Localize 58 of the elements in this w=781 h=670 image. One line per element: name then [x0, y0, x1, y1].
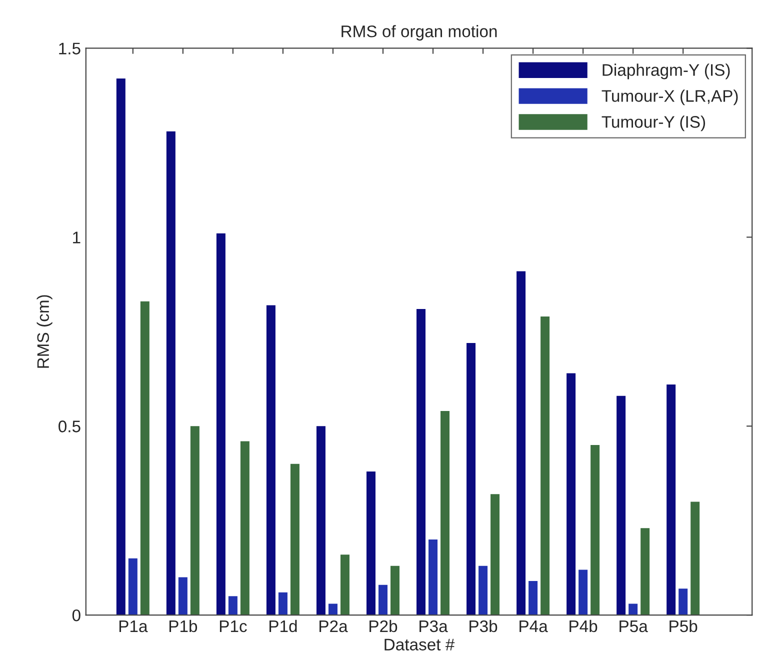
bar: [316, 426, 326, 616]
x-tick-label: P3a: [420, 620, 448, 632]
bar: [140, 301, 150, 616]
x-tick-label: P4b: [570, 620, 598, 632]
x-tick-label: P1a: [119, 620, 148, 632]
x-tick-label: P4a: [520, 620, 548, 632]
bar: [128, 558, 138, 616]
bar: [516, 271, 526, 616]
bar: [178, 577, 188, 616]
x-tick-label: P2a: [320, 620, 348, 632]
legend-label: Diaphragm-Y (IS): [602, 64, 730, 80]
bar: [678, 588, 688, 616]
x-tick-label: P5b: [670, 620, 698, 632]
bar: [428, 539, 438, 616]
bar: [328, 604, 338, 616]
x-tick-label: P1d: [270, 620, 297, 632]
bar: [416, 308, 426, 616]
x-tick-label: P5a: [620, 620, 648, 632]
bar: [466, 342, 476, 616]
bar: [628, 604, 638, 616]
bar: [640, 528, 650, 616]
bar: [366, 471, 376, 616]
bar: [190, 426, 200, 616]
bar: [378, 584, 388, 616]
legend-label: Tumour-X (LR,AP): [602, 90, 738, 106]
bar: [540, 316, 550, 616]
bar: [116, 78, 126, 616]
bar: [440, 411, 450, 616]
chart-title: RMS of organ motion: [342, 25, 497, 41]
bar: [490, 494, 500, 616]
bar: [478, 566, 488, 616]
x-axis-title: Dataset #: [384, 638, 455, 650]
bar: [666, 384, 676, 616]
bar: [616, 396, 626, 616]
bar: [228, 596, 238, 616]
x-tick-label: P1c: [220, 620, 247, 632]
bar: [590, 445, 600, 616]
x-tick-label: P3b: [470, 620, 498, 632]
bar: [216, 233, 226, 616]
x-tick-label: P2b: [370, 620, 398, 632]
y-tick-label: 1.5: [59, 42, 80, 54]
bar: [278, 592, 288, 616]
bar: [578, 570, 588, 616]
bar: [166, 131, 176, 616]
y-tick-label: 0.5: [58, 420, 80, 432]
bar: [528, 581, 538, 616]
x-tick-label: P1b: [169, 620, 198, 632]
y-tick-label: 1: [73, 232, 80, 244]
bar: [690, 502, 700, 616]
bar: [266, 305, 276, 616]
y-axis-title: RMS (cm): [36, 295, 52, 368]
y-tick-label: 0: [72, 609, 80, 622]
bar: [566, 373, 576, 616]
legend-label: Tumour-Y (IS): [602, 116, 706, 132]
bar: [290, 464, 300, 616]
bar: [340, 554, 350, 616]
bar: [390, 566, 400, 616]
bar: [240, 441, 250, 616]
